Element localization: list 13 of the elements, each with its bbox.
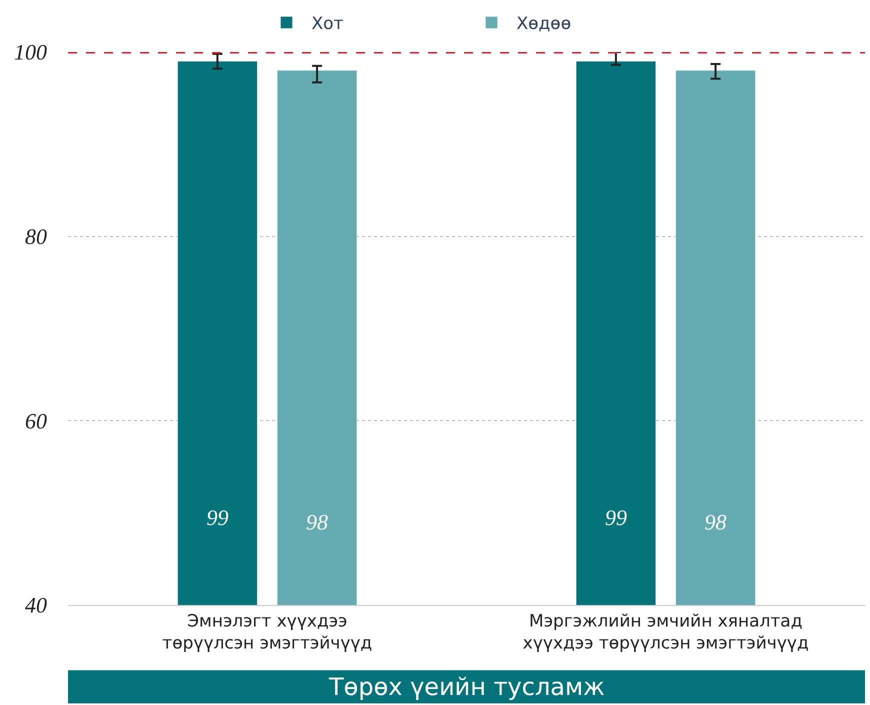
y-tick-label: 40: [25, 592, 47, 618]
data-label: 99: [206, 504, 228, 530]
y-tick-label: 80: [25, 224, 47, 250]
data-label: 99: [604, 504, 627, 530]
legend-label: Хот: [312, 14, 344, 34]
y-tick-label: 100: [14, 40, 47, 65]
data-label: 98: [306, 510, 328, 535]
x-tick-label: Мэргэжлийн эмчийн хяналтад хүүхдээ төрүүлсэн эмэгтэйчүүд: [522, 611, 809, 654]
x-axis-title: Төрөх үеийн тусламж: [328, 673, 605, 701]
y-tick-label: 60: [25, 408, 47, 434]
legend-label: Хөдөө: [516, 14, 572, 34]
x-tick-label: Эмнэлэгт хүүхдээ төрүүлсэн эмэгтэйчүүд: [162, 611, 372, 654]
data-label: 98: [704, 510, 727, 535]
